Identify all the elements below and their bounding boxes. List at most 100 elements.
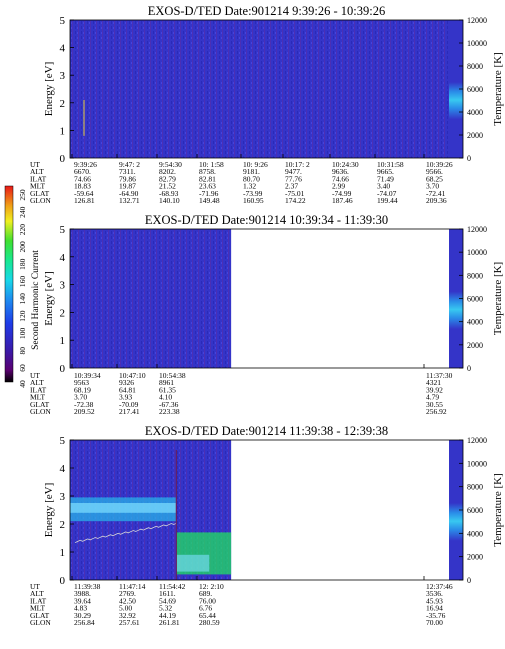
ephemeris-cell: -72.41: [426, 189, 446, 198]
ephemeris-cell: 3988.: [74, 589, 91, 598]
temperature-strip: [449, 440, 463, 580]
ephemeris-cell: 9636.: [332, 167, 349, 176]
y-tick-label: 4: [60, 252, 66, 264]
y-right-tick-label: 6000: [467, 85, 483, 94]
y-tick-label: 2: [60, 519, 66, 531]
ephemeris-cell: 4321: [426, 378, 441, 387]
y-right-tick-label: 12000: [467, 436, 487, 445]
y-tick-label: 1: [60, 547, 66, 559]
ephemeris-cell: -72.38: [74, 400, 94, 409]
ephemeris-cell: 18.83: [74, 182, 91, 191]
colorbar-label: Second Harmonic Current: [31, 250, 41, 350]
ephemeris-table: UTALTILATMLTGLATGLON9:39:266670.74.6618.…: [30, 160, 453, 205]
ephemeris-cell: 10:24:30: [332, 160, 359, 169]
y-right-tick-label: 8000: [467, 271, 483, 280]
colorbar: 60 80 100 120 140 160 180 200 220 240 250 40 Second …: [4, 185, 41, 388]
ephemeris-cell: 199.44: [377, 196, 398, 205]
ephemeris-cell: 2.37: [285, 182, 298, 191]
ephemeris-cell: 80.70: [243, 174, 260, 183]
energy-band-core: [70, 503, 177, 513]
colorbar-tick-label: 250: [18, 189, 27, 201]
ephemeris-cell: 149.48: [199, 196, 220, 205]
ephemeris-cell: 9:39:26: [74, 160, 97, 169]
ephemeris-cell: 10: 9:26: [243, 160, 268, 169]
ephemeris-cell: 3.70: [74, 393, 87, 402]
ephemeris-cell: 280.59: [199, 618, 220, 627]
ephemeris-row-label: ALT: [30, 167, 44, 176]
ephemeris-cell: 8202.: [159, 167, 176, 176]
ephemeris-cell: -35.76: [426, 611, 446, 620]
y-tick-label: 2: [60, 98, 66, 110]
spectrogram-fill: [70, 229, 232, 368]
ephemeris-cell: 3.70: [426, 182, 439, 191]
y-tick-label: 5: [60, 224, 66, 236]
ephemeris-cell: 32.92: [119, 611, 136, 620]
ephemeris-row-label: ALT: [30, 589, 44, 598]
ephemeris-cell: 7311.: [119, 167, 136, 176]
y-axis-label: Energy [eV]: [43, 483, 55, 537]
ephemeris-cell: -67.36: [159, 400, 179, 409]
ephemeris-cell: -74.07: [377, 189, 397, 198]
ephemeris-cell: -59.64: [74, 189, 94, 198]
ephemeris-cell: 4.83: [74, 604, 87, 613]
panel-title: EXOS-D/TED Date:901214 9:39:26 - 10:39:2…: [148, 4, 385, 18]
ephemeris-row-label: MLT: [30, 182, 46, 191]
ephemeris-cell: 8961: [159, 378, 174, 387]
ephemeris-row-label: GLON: [30, 196, 51, 205]
ephemeris-cell: 160.95: [243, 196, 264, 205]
ephemeris-cell: 16.94: [426, 604, 443, 613]
y-right-tick-label: 4000: [467, 108, 483, 117]
ephemeris-row-label: ALT: [30, 378, 44, 387]
ephemeris-cell: 82.79: [159, 174, 176, 183]
y-right-axis-label: Temperature [K]: [492, 52, 504, 125]
ephemeris-row-label: UT: [30, 582, 40, 591]
colorbar-bottom-label: 40: [18, 380, 27, 388]
y-right-axis-label: Temperature [K]: [492, 262, 504, 335]
y-tick-label: 4: [60, 43, 66, 55]
y-right-tick-label: 2000: [467, 131, 483, 140]
ephemeris-row-label: MLT: [30, 393, 46, 402]
ephemeris-cell: 45.93: [426, 596, 443, 605]
y-tick-label: 1: [60, 125, 66, 137]
y-tick-label: 1: [60, 335, 66, 347]
y-tick-label: 3: [60, 491, 66, 503]
ephemeris-row-label: GLAT: [30, 400, 50, 409]
ephemeris-cell: 64.81: [119, 385, 136, 394]
ephemeris-cell: 21.52: [159, 182, 176, 191]
ephemeris-cell: 11:37:30: [426, 371, 453, 380]
ephemeris-cell: 9477.: [285, 167, 302, 176]
ephemeris-cell: 4.79: [426, 393, 439, 402]
ephemeris-cell: 76.00: [199, 596, 216, 605]
y-right-tick-label: 0: [467, 364, 471, 373]
ephemeris-cell: 10:54:38: [159, 371, 186, 380]
ephemeris-row-label: GLON: [30, 407, 51, 416]
colorbar-tick-label: 180: [18, 258, 27, 270]
y-right-tick-label: 0: [467, 154, 471, 163]
ephemeris-cell: 8758.: [199, 167, 216, 176]
panel-title: EXOS-D/TED Date:901214 10:39:34 - 11:39:…: [145, 213, 388, 227]
ephemeris-cell: 187.46: [332, 196, 353, 205]
y-right-tick-label: 8000: [467, 62, 483, 71]
spectrogram-panel-1: EXOS-D/TED Date:901214 9:39:26 - 10:39:2…: [30, 4, 504, 205]
panel-title: EXOS-D/TED Date:901214 11:39:38 - 12:39:…: [145, 424, 388, 438]
ephemeris-cell: 54.69: [159, 596, 176, 605]
ephemeris-cell: 126.81: [74, 196, 95, 205]
y-right-tick-label: 10000: [467, 39, 487, 48]
ephemeris-row-label: MLT: [30, 604, 46, 613]
ephemeris-cell: 4.10: [159, 393, 172, 402]
spectrogram-panel-3: EXOS-D/TED Date:901214 11:39:38 - 12:39:…: [30, 424, 504, 627]
temperature-trace: [74, 522, 177, 544]
y-tick-label: 3: [60, 70, 66, 82]
ephemeris-cell: 140.10: [159, 196, 180, 205]
ephemeris-cell: 132.71: [119, 196, 140, 205]
ephemeris-cell: 10:47:10: [119, 371, 146, 380]
y-tick-label: 0: [60, 363, 66, 375]
ephemeris-cell: 71.49: [377, 174, 394, 183]
y-right-tick-label: 10000: [467, 459, 487, 468]
ephemeris-cell: 19.87: [119, 182, 136, 191]
ephemeris-cell: 10:39:26: [426, 160, 453, 169]
ephemeris-cell: -71.96: [199, 189, 219, 198]
colorbar-tick-label: 240: [18, 206, 27, 218]
